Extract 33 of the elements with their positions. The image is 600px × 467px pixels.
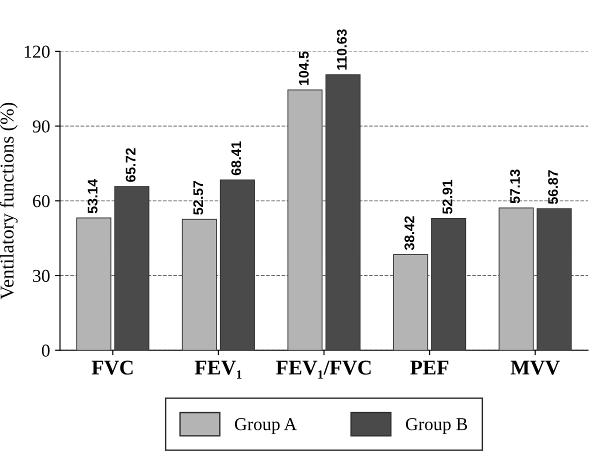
data-label: 38.42 [404, 216, 414, 250]
data-label: 110.63 [336, 29, 347, 70]
data-label: 57.13 [510, 170, 520, 204]
bar [498, 208, 534, 350]
data-label: 52.91 [442, 180, 452, 214]
x-tick-label: FEV₁/FVC [276, 360, 371, 379]
bar [431, 218, 466, 350]
bar [114, 186, 150, 350]
x-tick-label: FEV₁ [194, 360, 242, 379]
bar [76, 217, 112, 350]
y-axis-title: Ventilatory functions (%) [0, 102, 18, 300]
x-tick-label: MVV [510, 360, 560, 375]
y-tick-label: 90 [32, 120, 50, 133]
bar [182, 218, 217, 350]
y-tick-label: 120 [24, 46, 50, 58]
bar [220, 179, 255, 350]
x-tick-label: FVC [92, 360, 133, 375]
data-label: 53.14 [88, 179, 98, 214]
y-tick-label: 60 [33, 195, 50, 208]
bar [287, 90, 323, 350]
y-tick-label: 0 [42, 344, 50, 357]
y-tick-label: 30 [33, 270, 50, 282]
legend-label: Group B [406, 418, 468, 434]
data-label: 65.72 [126, 148, 136, 182]
x-tick-label: PEF [410, 360, 448, 374]
data-label: 68.41 [231, 141, 242, 176]
bar [325, 74, 361, 350]
bar [393, 254, 428, 350]
data-label: 52.57 [193, 181, 204, 215]
data-label: 56.87 [548, 170, 558, 204]
data-label: 104.5 [298, 51, 309, 85]
bar [536, 208, 572, 350]
legend-label: Group A [234, 418, 297, 434]
